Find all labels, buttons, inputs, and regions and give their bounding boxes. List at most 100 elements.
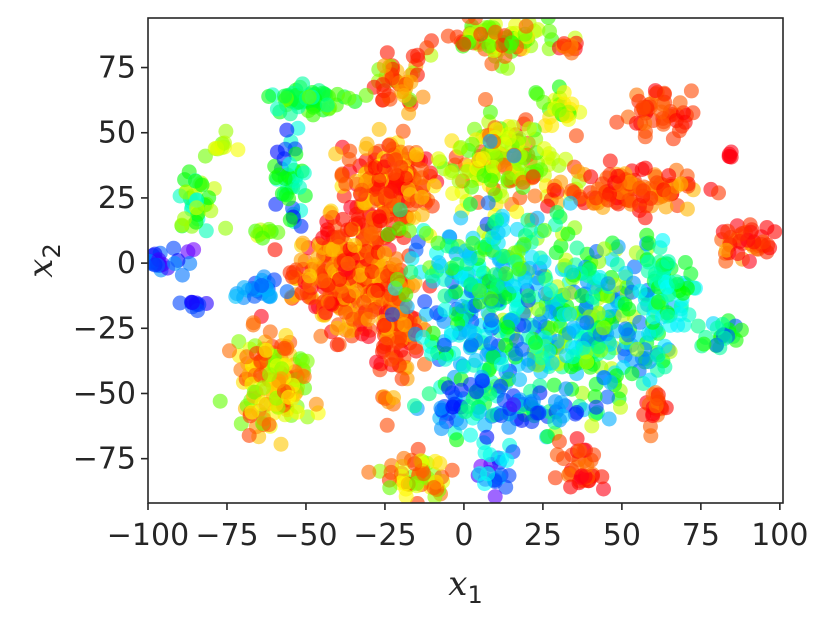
data-point	[381, 138, 397, 153]
data-point	[282, 265, 298, 281]
data-point	[315, 273, 331, 289]
points-layer	[148, 18, 783, 503]
data-point	[430, 151, 446, 167]
data-point	[267, 242, 283, 258]
data-point	[401, 105, 417, 121]
data-point	[178, 184, 194, 200]
data-point	[572, 443, 588, 459]
data-point	[721, 146, 737, 162]
data-point	[254, 278, 270, 293]
data-point	[472, 403, 488, 419]
data-point	[463, 427, 478, 443]
data-point	[262, 288, 278, 304]
data-point	[296, 369, 312, 385]
data-point	[177, 211, 192, 227]
data-point	[490, 225, 506, 241]
data-point	[497, 289, 513, 305]
data-point	[541, 304, 557, 320]
data-point	[574, 468, 590, 484]
data-point	[295, 76, 311, 92]
data-point	[384, 307, 400, 323]
data-point	[449, 256, 465, 272]
y-tick-label: −50	[73, 376, 136, 411]
data-point	[480, 466, 496, 482]
data-point	[520, 288, 536, 304]
data-point	[645, 309, 661, 325]
data-point	[662, 187, 678, 203]
data-point	[341, 90, 357, 106]
data-point	[655, 116, 671, 132]
data-point	[542, 23, 557, 39]
data-point	[500, 170, 516, 186]
data-point	[405, 48, 421, 64]
data-point	[624, 366, 640, 382]
data-point	[378, 336, 394, 352]
data-point	[610, 168, 626, 184]
data-point	[273, 436, 289, 452]
data-point	[399, 299, 415, 315]
data-point	[588, 399, 604, 415]
data-point	[562, 285, 578, 301]
data-point	[302, 268, 318, 284]
data-point	[369, 191, 385, 207]
data-point	[517, 274, 533, 290]
data-point	[282, 106, 298, 122]
data-point	[343, 222, 359, 238]
data-point	[451, 173, 467, 189]
data-point	[696, 336, 712, 352]
data-point	[456, 36, 472, 52]
data-point	[595, 320, 611, 336]
data-point	[276, 340, 292, 356]
data-point	[329, 337, 345, 353]
data-point	[586, 447, 602, 463]
data-point	[371, 121, 387, 137]
data-point	[546, 182, 562, 198]
data-point	[167, 256, 183, 271]
data-point	[262, 367, 278, 383]
data-point	[269, 101, 285, 117]
data-point	[473, 26, 489, 42]
data-point	[354, 182, 370, 198]
data-point	[172, 295, 188, 311]
data-point	[730, 246, 746, 262]
data-point	[579, 354, 595, 370]
data-point	[548, 245, 564, 261]
data-point	[564, 96, 580, 112]
data-point	[403, 74, 419, 90]
data-point	[452, 415, 468, 431]
data-point	[529, 210, 545, 226]
data-point	[642, 372, 658, 388]
x-tick-label: −100	[107, 518, 189, 553]
data-point	[520, 357, 536, 373]
data-point	[551, 434, 567, 449]
data-point	[230, 142, 246, 158]
data-point	[348, 283, 364, 299]
data-point	[674, 118, 690, 134]
data-point	[482, 133, 498, 149]
data-point	[501, 419, 517, 435]
data-point	[369, 354, 385, 370]
data-point	[512, 372, 528, 388]
data-point	[261, 417, 277, 433]
data-point	[534, 350, 550, 366]
x-axis-label: x1	[448, 564, 482, 609]
data-point	[290, 120, 306, 136]
data-point	[433, 258, 449, 274]
data-point	[334, 167, 350, 183]
data-point	[198, 223, 214, 239]
data-point	[548, 394, 563, 410]
data-point	[547, 470, 563, 486]
data-point	[483, 335, 499, 351]
data-point	[363, 226, 379, 242]
data-point	[618, 321, 634, 337]
y-tick-label: 0	[117, 246, 136, 281]
y-tick-label: −25	[73, 311, 136, 346]
data-point	[467, 18, 483, 26]
data-point	[741, 253, 757, 269]
data-point	[398, 287, 414, 303]
data-point	[396, 317, 412, 333]
data-point	[335, 211, 351, 227]
data-point	[482, 386, 498, 402]
data-point	[424, 346, 439, 362]
data-point	[487, 24, 503, 40]
